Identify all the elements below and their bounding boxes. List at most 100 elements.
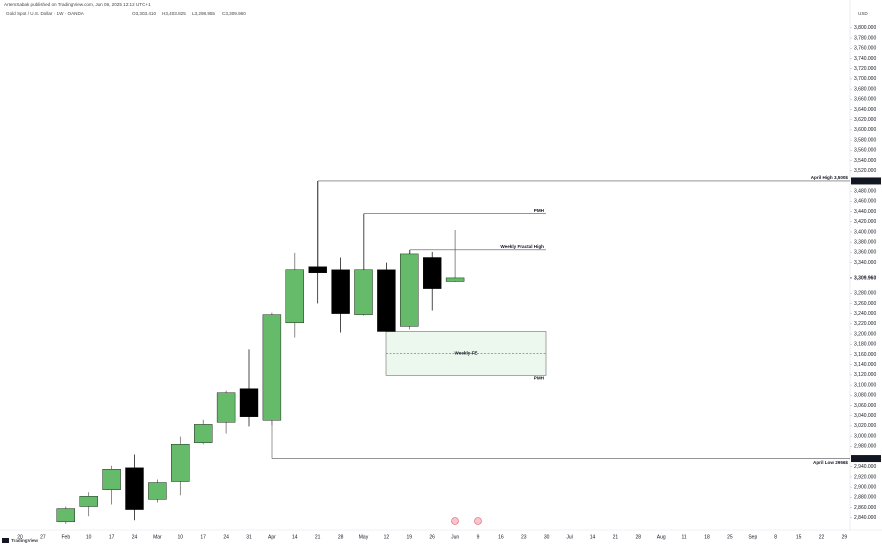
x-tick-label: 14 <box>292 534 298 540</box>
x-tick-label: 16 <box>498 534 504 540</box>
y-tick-label: 3,220.000 <box>854 321 876 327</box>
y-tick-label: 3,520.000 <box>854 168 876 174</box>
y-tick-label: 3,180.000 <box>854 342 876 348</box>
level-label: April High 3,500$ <box>811 175 849 180</box>
y-tick-label: 3,580.000 <box>854 137 876 143</box>
byline: ArtemSabak published on TradingView.com,… <box>4 2 151 7</box>
symbol-title: Gold Spot / U.S. Dollar · 1W · OANDA <box>6 11 85 16</box>
y-tick-label: 3,000.000 <box>854 433 876 439</box>
y-tick-label: 3,660.000 <box>854 97 876 103</box>
x-tick-label: May <box>359 534 369 540</box>
candle-body <box>354 269 373 315</box>
candle-body <box>193 424 213 443</box>
candle-body <box>400 253 419 327</box>
x-tick-label: 8 <box>774 534 777 540</box>
fe-bottom-label: PMH <box>534 376 545 381</box>
x-tick-label: Mar <box>153 534 162 540</box>
candle-body <box>102 469 121 490</box>
x-tick-label: 12 <box>384 534 390 540</box>
y-tick-label: 3,740.000 <box>854 56 876 62</box>
candle-body <box>239 388 259 417</box>
y-tick-label: 3,120.000 <box>854 372 876 378</box>
candle-body <box>331 269 350 314</box>
fe-label: Weekly FE <box>455 351 478 356</box>
last-price-label: 3,309.960 <box>854 275 876 281</box>
y-tick-label: 3,240.000 <box>854 311 876 317</box>
y-tick-label: 3,700.000 <box>854 76 876 82</box>
x-tick-label: Sep <box>748 534 757 540</box>
x-tick-label: 29 <box>842 534 848 540</box>
y-tick-label: 3,420.000 <box>854 219 876 225</box>
x-tick-label: 22 <box>819 534 825 540</box>
y-tick-label: 3,540.000 <box>854 158 876 164</box>
level-label: April Low 2956$ <box>813 460 848 465</box>
x-tick-label: Jun <box>451 534 459 540</box>
event-icon[interactable] <box>474 517 482 525</box>
y-tick-label: 3,160.000 <box>854 352 876 358</box>
y-tick-label: 3,280.000 <box>854 291 876 297</box>
ohlc-value: O3,303.410 <box>132 11 156 16</box>
y-tick-label: 2,940.000 <box>854 464 876 470</box>
x-tick-label: 27 <box>40 534 46 540</box>
y-tick-label: 3,640.000 <box>854 107 876 113</box>
x-tick-label: 25 <box>727 534 733 540</box>
y-tick-label: 3,140.000 <box>854 362 876 368</box>
y-tick-label: 2,920.000 <box>854 474 876 480</box>
price-box <box>851 177 881 185</box>
x-tick-label: 9 <box>477 534 480 540</box>
candle-body <box>308 266 327 274</box>
x-tick-label: 23 <box>521 534 527 540</box>
price-box <box>851 455 881 463</box>
y-tick-label: 3,800.000 <box>854 25 876 31</box>
x-tick-label: 14 <box>590 534 596 540</box>
x-tick-label: 17 <box>109 534 115 540</box>
candle-body <box>285 269 304 324</box>
footer-brand: TradingView <box>11 538 38 543</box>
y-tick-label: 3,680.000 <box>854 86 876 92</box>
candle-body <box>171 444 190 482</box>
candle-body <box>445 277 465 282</box>
x-tick-label: 21 <box>315 534 321 540</box>
x-tick-label: 10 <box>178 534 184 540</box>
y-tick-label: 3,080.000 <box>854 393 876 399</box>
candle-body <box>79 496 98 507</box>
y-tick-label: 2,840.000 <box>854 515 876 521</box>
level-label: Weekly Fractal High <box>500 244 544 249</box>
y-tick-label: 3,440.000 <box>854 209 876 215</box>
y-tick-label: 3,060.000 <box>854 403 876 409</box>
y-tick-label: 3,780.000 <box>854 35 876 41</box>
y-tick-label: 3,600.000 <box>854 127 876 133</box>
y-tick-label: 3,360.000 <box>854 250 876 256</box>
x-tick-label: 20 <box>17 534 23 540</box>
x-tick-label: 24 <box>223 534 229 540</box>
x-tick-label: 11 <box>681 534 686 540</box>
candle-body <box>423 257 442 289</box>
ohlc-value: H3,403.825 <box>162 11 186 16</box>
y-tick-label: 3,460.000 <box>854 199 876 205</box>
price-box-label: 2,956.000 <box>853 456 875 462</box>
y-tick-label: 2,880.000 <box>854 495 876 501</box>
y-tick-label: 3,200.000 <box>854 331 876 337</box>
candle-body <box>216 392 236 423</box>
y-tick-label: 3,400.000 <box>854 229 876 235</box>
y-tick-label: 3,260.000 <box>854 301 876 307</box>
x-tick-label: Apr <box>268 534 276 540</box>
x-tick-label: 28 <box>338 534 344 540</box>
x-tick-label: 28 <box>636 534 642 540</box>
candle-body <box>377 269 396 332</box>
y-tick-label: 3,340.000 <box>854 260 876 266</box>
event-icon[interactable] <box>451 517 459 525</box>
y-tick-label: 3,480.000 <box>854 188 876 194</box>
x-tick-label: 17 <box>200 534 206 540</box>
y-tick-label: 3,380.000 <box>854 240 876 246</box>
x-tick-label: 31 <box>246 534 252 540</box>
x-tick-label: Aug <box>657 534 666 540</box>
x-tick-label: 24 <box>132 534 138 540</box>
y-tick-label: 2,980.000 <box>854 444 876 450</box>
ohlc-value: L3,298.955 <box>192 11 215 16</box>
x-tick-label: Feb <box>61 534 70 540</box>
x-tick-label: 21 <box>613 534 619 540</box>
x-tick-label: 15 <box>796 534 802 540</box>
x-tick-label: 18 <box>704 534 710 540</box>
y-tick-label: 3,100.000 <box>854 382 876 388</box>
